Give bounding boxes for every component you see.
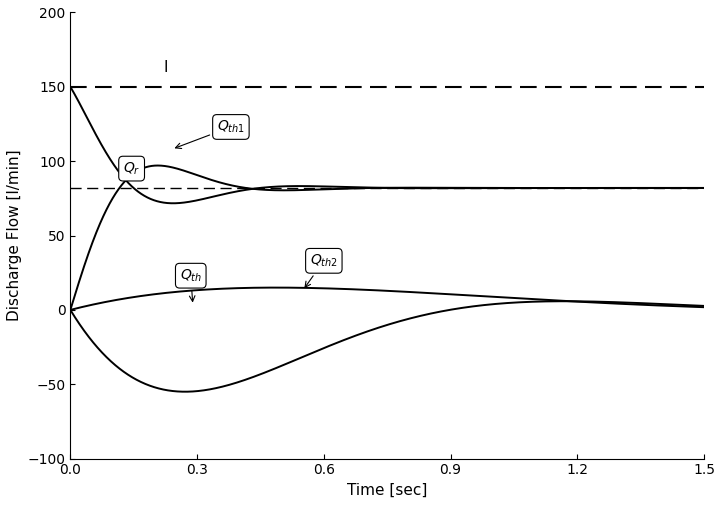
Text: I: I: [163, 60, 168, 75]
Text: $Q_{th}$: $Q_{th}$: [180, 268, 202, 301]
Y-axis label: Discharge Flow [l/min]: Discharge Flow [l/min]: [7, 149, 22, 321]
Text: $Q_r$: $Q_r$: [123, 161, 140, 177]
Text: $Q_{th1}$: $Q_{th1}$: [175, 119, 245, 148]
X-axis label: Time [sec]: Time [sec]: [347, 483, 427, 498]
Text: $Q_{th2}$: $Q_{th2}$: [305, 252, 338, 287]
